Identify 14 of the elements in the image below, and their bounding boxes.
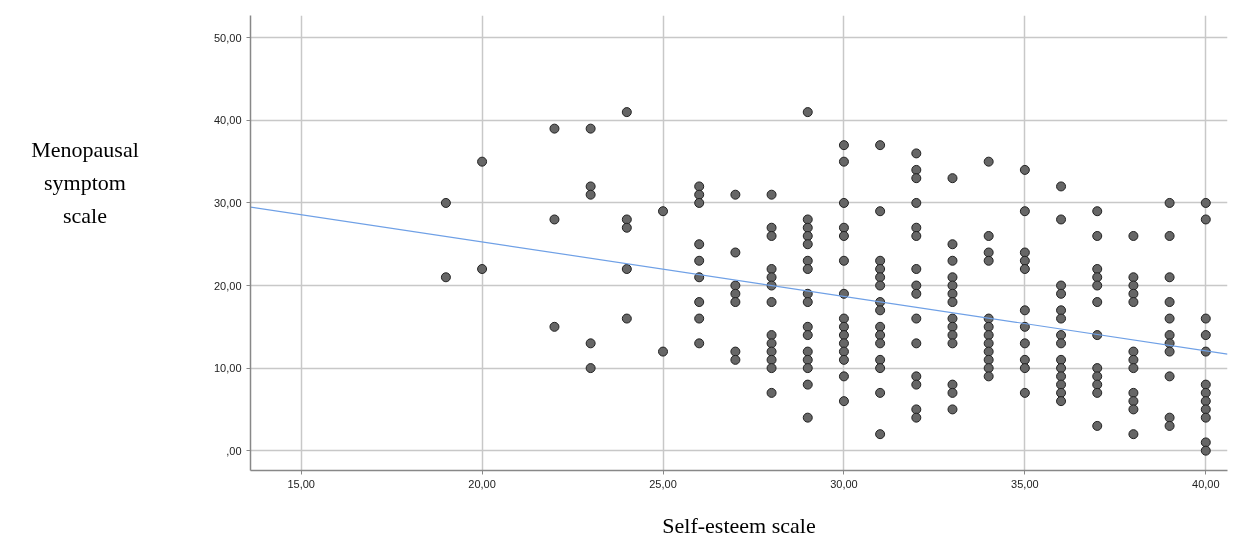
y-tick-label: 50,00: [213, 31, 242, 44]
y-axis-title: Menopausal symptom scale: [31, 136, 139, 230]
x-tick-label: 35,00: [1011, 477, 1039, 490]
y-tick-label: 10,00: [213, 362, 242, 375]
y-tick-label: 30,00: [213, 196, 242, 209]
x-tick-label: 25,00: [649, 477, 677, 490]
x-tick-label: 40,00: [1192, 477, 1220, 490]
y-tick-label: ,00: [226, 444, 242, 457]
x-axis-title: Self-esteem scale: [662, 512, 816, 538]
y-tick-label: 20,00: [213, 279, 242, 292]
x-tick-label: 20,00: [468, 477, 496, 490]
y-tick-label: 40,00: [213, 114, 242, 127]
x-tick-label: 30,00: [830, 477, 858, 490]
x-tick-label: 15,00: [287, 477, 315, 490]
